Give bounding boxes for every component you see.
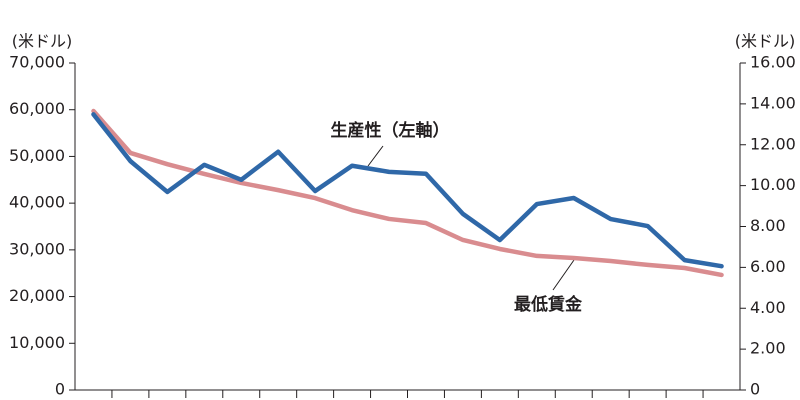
y-tick-label: 40,000 xyxy=(9,193,65,212)
y-unit: (米ドル) xyxy=(12,32,73,51)
leader-line xyxy=(552,259,575,291)
series-line xyxy=(91,112,724,269)
y-tick-label: 20,000 xyxy=(9,286,65,305)
series-label: 生産性（左軸） xyxy=(331,120,450,141)
y-tick-label: 0 xyxy=(55,380,65,399)
y2-tick-label: 14.00 xyxy=(750,93,796,112)
y2-tick-label: 6.00 xyxy=(750,257,786,276)
y2-tick-label: 10.00 xyxy=(750,175,796,194)
y-tick-label: 60,000 xyxy=(9,99,65,118)
y2-tick-label: 0 xyxy=(750,380,760,399)
y2-tick-label: 8.00 xyxy=(750,216,786,235)
leader-line xyxy=(367,145,384,167)
series-label: 最低賃金 xyxy=(514,294,583,315)
y2-tick-label: 2.00 xyxy=(750,339,786,358)
y2-tick-label: 12.00 xyxy=(750,134,796,153)
y2-tick-label: 16.00 xyxy=(750,53,796,72)
y2-tick-label: 4.00 xyxy=(750,298,786,317)
y2-unit: (米ドル) xyxy=(735,32,796,51)
y-tick-label: 10,000 xyxy=(9,333,65,352)
y-tick-label: 70,000 xyxy=(9,53,65,72)
series-line xyxy=(91,108,724,278)
y-tick-label: 30,000 xyxy=(9,239,65,258)
y-tick-label: 50,000 xyxy=(9,146,65,165)
